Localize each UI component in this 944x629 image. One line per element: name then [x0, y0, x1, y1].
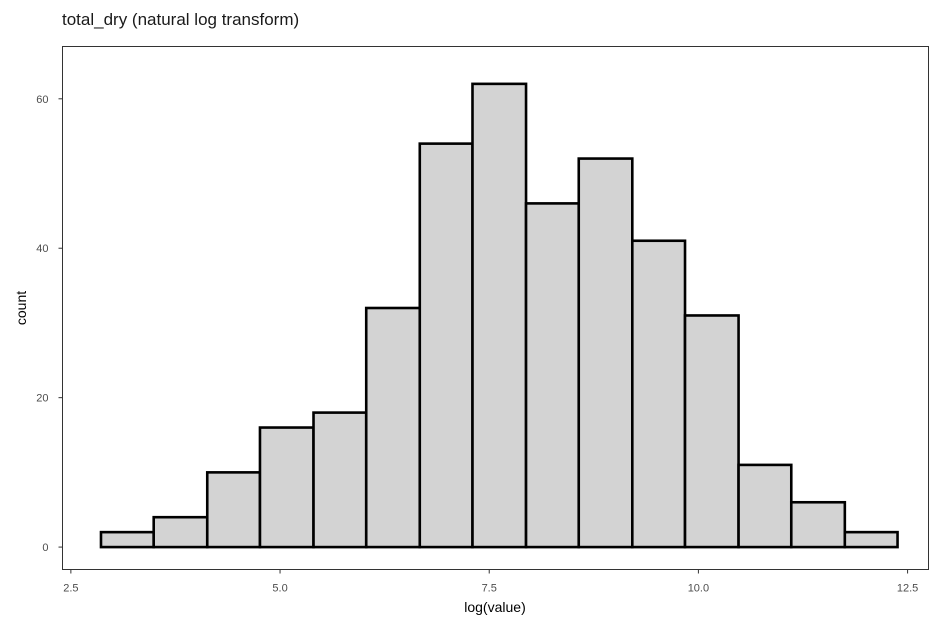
x-axis-title: log(value) [464, 599, 525, 615]
histogram-bar [631, 239, 687, 549]
y-tick-label: 0 [42, 542, 48, 554]
histogram-bar [364, 306, 422, 549]
chart-title: total_dry (natural log transform) [62, 10, 300, 29]
histogram-bar [524, 202, 581, 549]
bars-group [99, 82, 899, 549]
y-axis-title: count [13, 291, 29, 325]
histogram-bar [471, 82, 528, 549]
histogram-bar [683, 314, 740, 549]
x-axis: 2.5 5.0 7.5 10.0 12.5 [63, 569, 918, 595]
histogram-bar [152, 515, 209, 549]
x-tick-label: 10.0 [688, 583, 709, 595]
histogram-bar [99, 530, 156, 549]
x-tick-label: 7.5 [482, 583, 497, 595]
x-tick-label: 2.5 [63, 583, 78, 595]
y-axis: 0 20 40 60 [36, 94, 63, 554]
histogram-bar [418, 142, 474, 549]
histogram-bar [843, 530, 899, 549]
x-tick-label: 5.0 [272, 583, 287, 595]
x-tick-label: 12.5 [897, 583, 918, 595]
y-tick-label: 40 [36, 243, 48, 255]
panel-border [62, 46, 929, 570]
y-tick-label: 60 [36, 94, 48, 106]
histogram-bar [312, 411, 368, 549]
y-tick-label: 20 [36, 393, 48, 405]
histogram-bar [258, 426, 315, 549]
histogram-bar [205, 471, 262, 549]
histogram-bar [577, 157, 634, 549]
histogram-bar [737, 463, 793, 549]
histogram-bar [789, 500, 847, 549]
